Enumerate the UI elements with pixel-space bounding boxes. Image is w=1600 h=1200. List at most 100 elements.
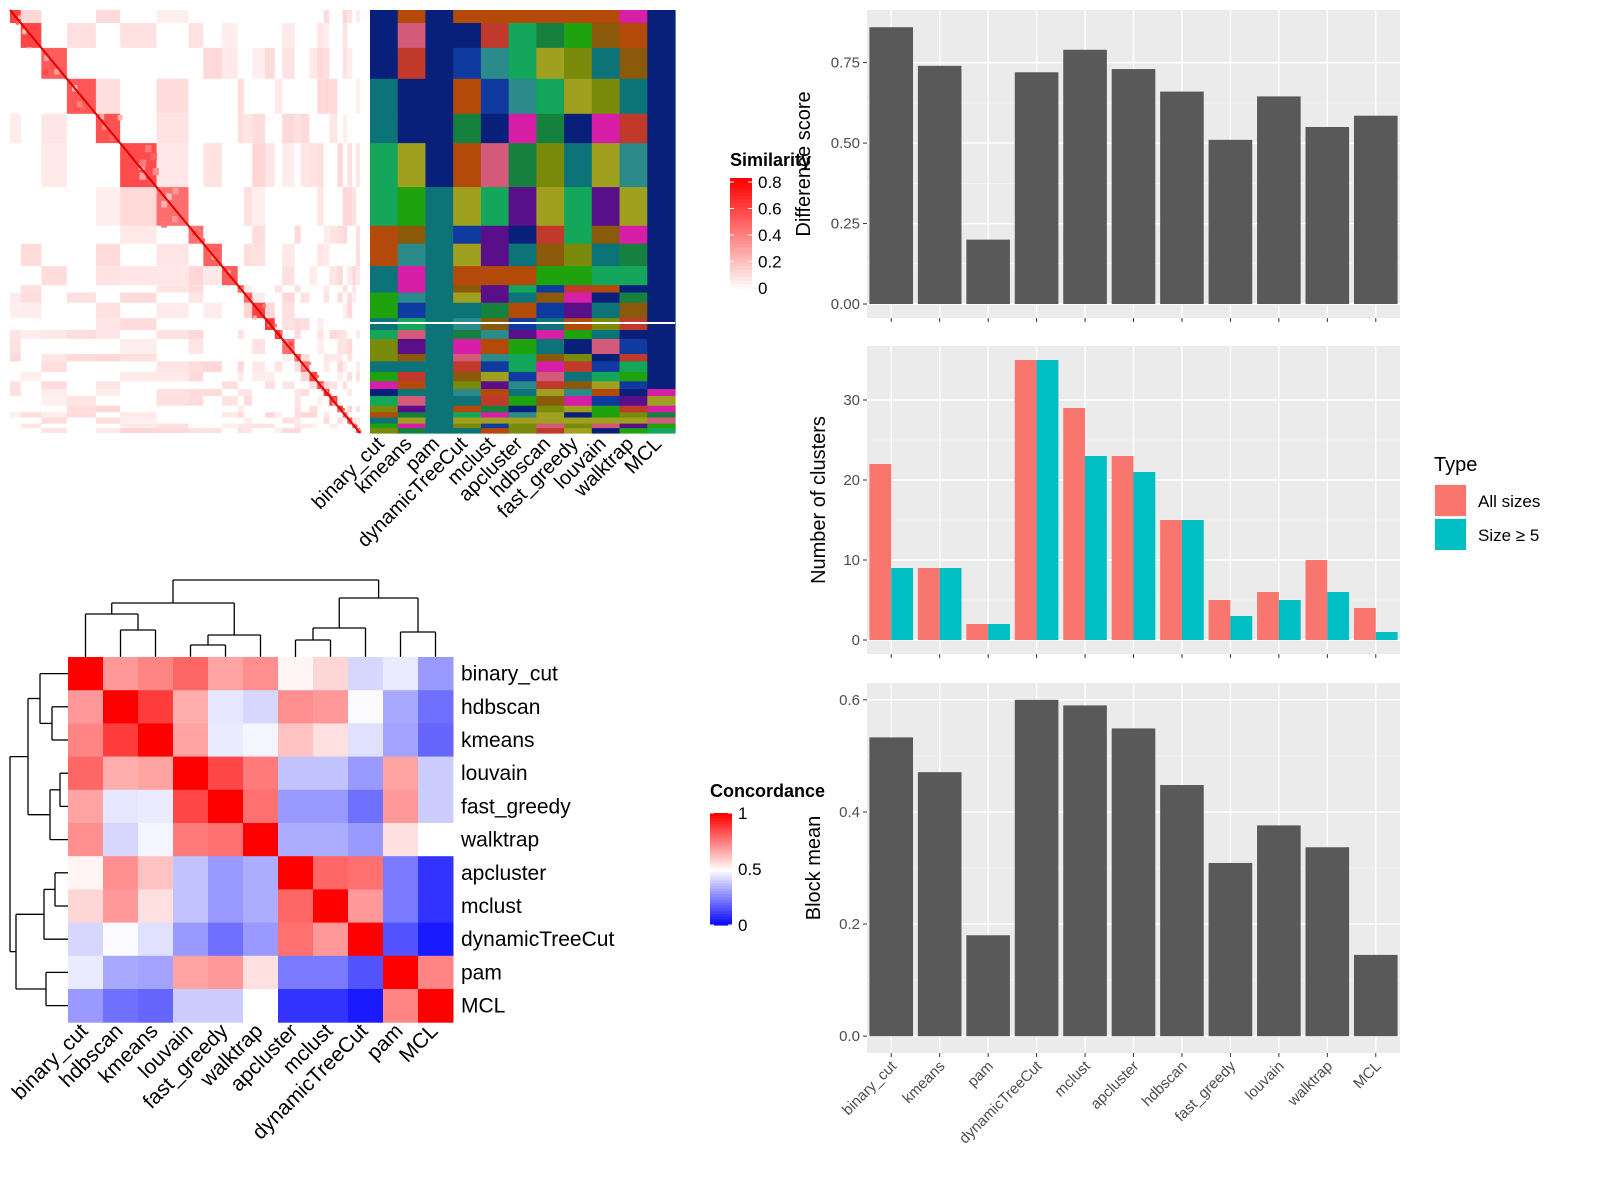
heatmap-offdiag-cell bbox=[252, 361, 266, 372]
annotation-cell-apcluster bbox=[508, 371, 537, 382]
heatmap-offdiag-cell bbox=[309, 381, 318, 390]
annotation-cell-apcluster bbox=[508, 10, 537, 24]
heatmap-offdiag-cell bbox=[10, 389, 21, 396]
heatmap-offdiag-cell bbox=[41, 389, 67, 396]
annotation-cell-louvain bbox=[591, 187, 621, 227]
heatmap-offdiag-cell bbox=[329, 423, 338, 429]
concordance-legend-gradient-step bbox=[710, 908, 732, 912]
heatmap-offdiag-cell bbox=[337, 292, 343, 303]
heatmap-diag-texture bbox=[214, 247, 219, 252]
annotation-cell-hdbscan bbox=[536, 187, 565, 227]
heatmap-offdiag-cell bbox=[243, 423, 253, 429]
annotation-cell-hdbscan bbox=[536, 143, 565, 188]
x-tick-label: dynamicTreeCut bbox=[956, 1057, 1046, 1147]
annotation-cell-dynamicTreeCut bbox=[453, 47, 482, 80]
bar-size-ge-5 bbox=[1375, 632, 1398, 640]
annotation-cell-mclust bbox=[480, 318, 510, 331]
concordance-legend-gradient-step bbox=[710, 813, 732, 817]
heatmap-offdiag-cell bbox=[300, 292, 310, 303]
legend-title: Type bbox=[1434, 454, 1477, 476]
heatmap-offdiag-cell bbox=[95, 329, 121, 339]
annotation-cell-MCL bbox=[647, 412, 676, 419]
annotation-cell-apcluster bbox=[508, 302, 537, 319]
annotation-cell-hdbscan bbox=[536, 266, 565, 286]
concordance-cell bbox=[278, 889, 314, 924]
annotation-cell-walktrap bbox=[619, 338, 648, 355]
heatmap-diag-texture bbox=[150, 153, 158, 161]
heatmap-offdiag-cell bbox=[329, 78, 338, 114]
heatmap-offdiag-cell bbox=[309, 143, 318, 188]
heatmap-offdiag-cell bbox=[294, 113, 301, 144]
annotation-cell-binary_cut bbox=[370, 371, 399, 382]
annotation-cell-MCL bbox=[647, 381, 676, 390]
heatmap-diag-texture bbox=[22, 29, 27, 35]
annotation-cell-mclust bbox=[480, 371, 510, 382]
similarity-legend-gradient-step bbox=[730, 225, 752, 230]
similarity-legend-tick-label: 0.4 bbox=[758, 226, 782, 245]
concordance-legend-gradient-step bbox=[710, 846, 732, 850]
bar-all-sizes bbox=[869, 464, 892, 640]
annotation-cell-louvain bbox=[591, 113, 621, 144]
heatmap-offdiag-cell bbox=[95, 187, 121, 226]
annotation-cell-binary_cut bbox=[370, 47, 399, 80]
concordance-cell bbox=[243, 823, 279, 857]
annotation-cell-dynamicTreeCut bbox=[453, 225, 482, 245]
heatmap-diag-texture bbox=[348, 421, 352, 425]
similarity-legend-gradient-step bbox=[730, 178, 752, 183]
heatmap-offdiag-cell bbox=[265, 371, 275, 382]
concordance-cell bbox=[418, 756, 454, 791]
heatmap-offdiag-cell bbox=[300, 371, 310, 382]
annotation-cell-mclust bbox=[480, 329, 510, 340]
heatmap-offdiag-cell bbox=[120, 423, 157, 429]
heatmap-diag-texture bbox=[109, 135, 115, 141]
heatmap-offdiag-cell bbox=[252, 47, 266, 79]
annotation-cell-fast_greedy bbox=[564, 371, 593, 382]
annotation-cell-MCL bbox=[647, 361, 676, 373]
heatmap-offdiag-cell bbox=[323, 381, 330, 390]
concordance-row-label: louvain bbox=[461, 762, 528, 785]
heatmap-offdiag-cell bbox=[156, 302, 189, 319]
annotation-cell-hdbscan bbox=[536, 47, 565, 80]
similarity-legend-gradient-step bbox=[730, 200, 752, 205]
concordance-cell bbox=[278, 922, 314, 957]
concordance-cell bbox=[138, 756, 174, 791]
concordance-cell bbox=[348, 889, 384, 924]
concordance-cell bbox=[173, 723, 209, 758]
heatmap-diagonal-line bbox=[9, 9, 361, 434]
x-tick-label: louvain bbox=[1242, 1058, 1288, 1104]
heatmap-offdiag-cell bbox=[337, 266, 343, 286]
heatmap-diag-texture bbox=[139, 159, 147, 167]
annotation-cell-pam bbox=[425, 389, 454, 397]
heatmap-offdiag-cell bbox=[294, 395, 301, 406]
concordance-cell bbox=[348, 823, 384, 857]
annotation-cell-dynamicTreeCut bbox=[453, 371, 482, 382]
annotation-cell-louvain bbox=[591, 405, 621, 413]
heatmap-offdiag-cell bbox=[95, 389, 121, 396]
y-tick-label: 0.6 bbox=[839, 692, 860, 709]
heatmap-offdiag-cell bbox=[237, 329, 244, 339]
heatmap-offdiag-cell bbox=[95, 381, 121, 390]
annotation-cell-hdbscan bbox=[536, 292, 565, 304]
concordance-cell bbox=[103, 922, 139, 957]
concordance-cell bbox=[173, 789, 209, 824]
concordance-cell bbox=[208, 856, 244, 890]
x-tick-label: binary_cut bbox=[839, 1057, 901, 1119]
concordance-legend-gradient-step bbox=[710, 916, 732, 920]
heatmap-offdiag-cell bbox=[41, 381, 67, 390]
annotation-cell-kmeans bbox=[397, 417, 427, 425]
annotation-cell-walktrap bbox=[619, 10, 648, 24]
annotation-cell-kmeans bbox=[397, 381, 427, 390]
concordance-cell bbox=[103, 789, 139, 824]
concordance-column-label: MCL bbox=[395, 1019, 443, 1067]
concordance-cell bbox=[313, 955, 349, 990]
heatmap-offdiag-cell bbox=[323, 354, 330, 362]
bar bbox=[1014, 699, 1059, 1037]
heatmap-offdiag-cell bbox=[342, 187, 348, 226]
heatmap-offdiag-cell bbox=[282, 23, 295, 48]
similarity-legend-gradient-step bbox=[730, 269, 752, 274]
annotation-cell-apcluster bbox=[508, 417, 537, 425]
heatmap-offdiag-cell bbox=[156, 143, 189, 188]
heatmap-offdiag-cell bbox=[347, 354, 353, 362]
concordance-legend-gradient-step bbox=[710, 871, 732, 876]
heatmap-offdiag-cell bbox=[243, 113, 253, 144]
